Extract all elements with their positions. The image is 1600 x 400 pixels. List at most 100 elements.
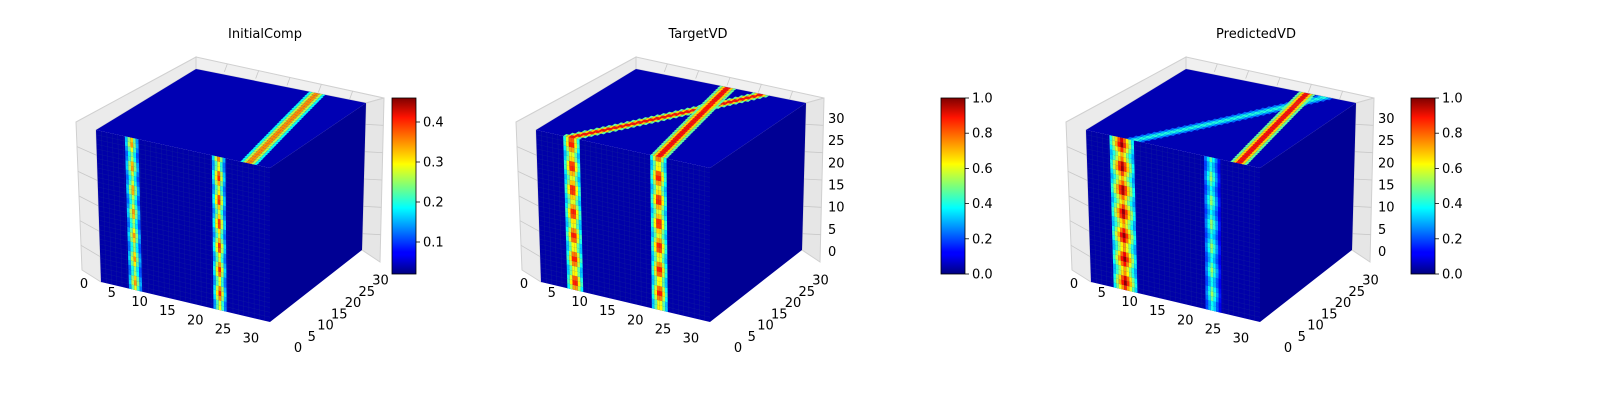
voxel <box>1320 99 1327 102</box>
voxel <box>1279 122 1285 125</box>
voxel <box>1209 171 1213 177</box>
voxel <box>1252 153 1258 157</box>
voxel <box>223 258 227 264</box>
voxel <box>1259 128 1266 132</box>
voxel <box>211 160 215 166</box>
voxel <box>1207 233 1211 239</box>
voxel <box>635 120 642 124</box>
voxel <box>573 213 577 220</box>
voxel <box>313 100 320 104</box>
voxel <box>706 112 713 115</box>
voxel <box>263 135 270 138</box>
voxel <box>1250 147 1257 151</box>
voxel <box>691 111 697 115</box>
voxel <box>574 171 578 178</box>
voxel <box>125 164 129 171</box>
voxel <box>657 295 660 301</box>
voxel <box>571 147 575 153</box>
x-tick-label: 15 <box>1149 304 1166 319</box>
voxel <box>1117 136 1121 143</box>
voxel <box>136 186 140 192</box>
voxel <box>669 133 676 136</box>
voxel <box>650 118 656 122</box>
voxel <box>266 138 273 142</box>
voxel <box>312 95 319 99</box>
voxel <box>1205 275 1208 281</box>
voxel <box>1217 192 1221 198</box>
voxel <box>686 110 693 114</box>
gridline <box>804 151 823 154</box>
x-tick-label: 25 <box>1205 322 1222 337</box>
voxel <box>1158 136 1165 139</box>
voxel <box>127 146 131 152</box>
voxel <box>1131 272 1135 279</box>
voxel <box>658 209 662 215</box>
z-tick-label: 20 <box>1378 156 1395 171</box>
voxel <box>605 127 611 130</box>
voxel <box>564 174 568 180</box>
voxel <box>1212 200 1216 207</box>
voxel <box>1109 139 1113 146</box>
y-tick-label: 20 <box>345 296 362 311</box>
gridline <box>362 233 381 236</box>
voxel <box>1128 257 1132 264</box>
voxel <box>1178 127 1184 130</box>
voxel-gridline <box>671 159 674 314</box>
voxel <box>563 145 567 151</box>
voxel <box>1262 142 1269 146</box>
voxel <box>656 199 659 205</box>
voxel <box>568 135 575 138</box>
voxel <box>125 174 129 180</box>
voxel <box>127 226 131 233</box>
voxel <box>658 180 662 187</box>
voxel <box>657 304 660 311</box>
voxel <box>218 257 221 263</box>
voxel <box>650 193 654 199</box>
voxel <box>694 114 701 118</box>
voxel <box>291 106 298 110</box>
voxel <box>1125 242 1129 249</box>
voxel <box>1212 239 1216 245</box>
voxel-gridline <box>1232 162 1234 316</box>
voxel <box>304 106 310 110</box>
voxel <box>714 100 721 104</box>
voxel <box>617 124 624 128</box>
voxel <box>265 133 272 136</box>
voxel <box>610 128 617 132</box>
voxel <box>1283 117 1290 121</box>
voxel <box>138 267 142 273</box>
voxel <box>217 170 221 177</box>
voxel <box>309 94 316 98</box>
voxel <box>1210 123 1217 127</box>
voxel <box>1118 155 1121 162</box>
voxel <box>215 270 219 277</box>
voxel <box>218 252 221 258</box>
voxel <box>580 281 584 288</box>
voxel <box>132 204 135 210</box>
voxel <box>658 156 662 163</box>
voxel <box>642 117 648 120</box>
voxel <box>1121 279 1125 286</box>
voxel <box>659 149 666 153</box>
voxel <box>1207 228 1211 234</box>
voxel <box>217 209 221 215</box>
voxel <box>223 282 227 288</box>
voxel <box>572 180 576 186</box>
voxel <box>1283 102 1290 105</box>
voxel <box>262 153 268 157</box>
gridline <box>1353 178 1373 181</box>
voxel <box>299 108 306 112</box>
voxel <box>273 134 280 138</box>
voxel <box>673 142 680 145</box>
voxel <box>223 205 226 212</box>
voxel <box>1114 141 1118 147</box>
voxel <box>213 294 217 300</box>
voxel <box>1126 167 1130 173</box>
voxel <box>653 236 657 243</box>
voxel <box>1291 103 1297 107</box>
y-tick-label: 10 <box>1307 319 1324 334</box>
voxel <box>575 195 579 201</box>
voxel <box>664 220 668 226</box>
voxel <box>567 207 571 214</box>
gridline <box>803 178 823 181</box>
